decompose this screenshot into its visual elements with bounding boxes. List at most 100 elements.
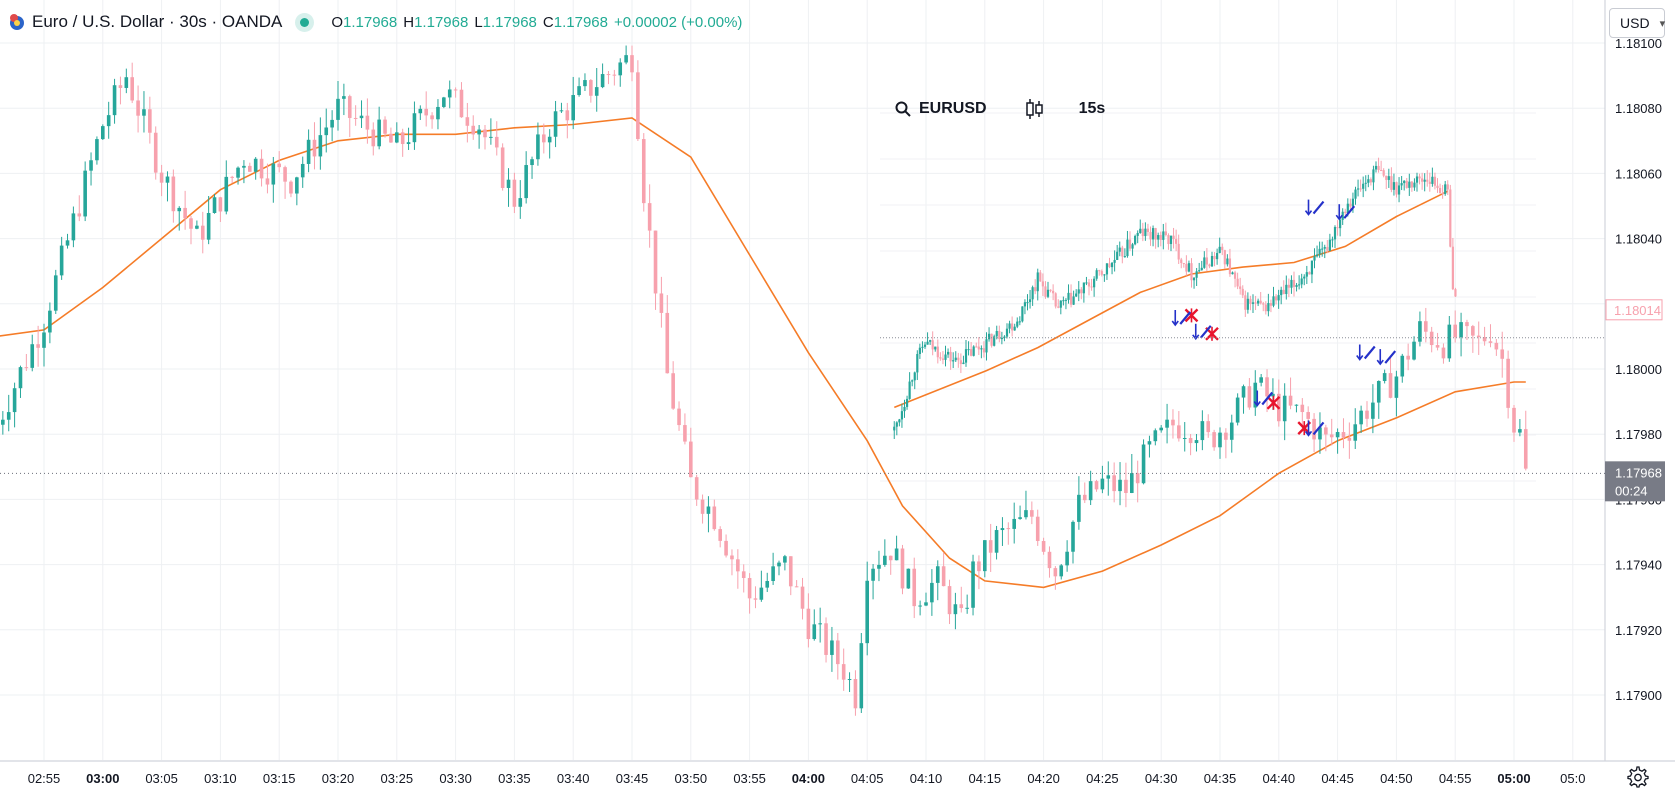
inset-candle: [1221, 243, 1224, 256]
inset-candle: [1408, 173, 1411, 196]
inset-candle: [1100, 269, 1103, 277]
main-candle: [101, 124, 105, 141]
inset-candle: [895, 421, 898, 436]
main-candle: [95, 136, 99, 165]
main-candle: [1335, 428, 1340, 454]
inset-candle: [1254, 295, 1257, 311]
main-candle: [689, 427, 693, 478]
inset-candle: [1403, 180, 1406, 191]
inset-candle: [1026, 294, 1029, 311]
main-candle: [271, 156, 276, 203]
inset-candle: [1272, 286, 1275, 308]
main-candle: [1159, 425, 1163, 433]
inset-candle: [1144, 222, 1147, 241]
main-candle: [212, 193, 217, 214]
inset-candle: [980, 345, 983, 359]
main-candle: [353, 105, 358, 126]
main-candle: [1253, 370, 1258, 416]
inset-candle: [1446, 180, 1449, 196]
inset-candle: [1159, 231, 1162, 247]
main-candle: [336, 80, 340, 131]
main-candle: [683, 413, 687, 445]
main-candle: [800, 577, 805, 620]
time-tick-label: 03:45: [616, 771, 649, 786]
main-candle: [777, 560, 781, 576]
inset-candle: [1285, 275, 1288, 300]
inset-candle: [975, 342, 978, 348]
main-candle: [265, 163, 270, 194]
inset-candle: [1405, 177, 1408, 189]
search-icon[interactable]: [895, 101, 911, 117]
main-candle: [1212, 429, 1216, 451]
inset-candle: [1059, 300, 1062, 315]
inset-price-badge: [1605, 299, 1663, 321]
main-candle: [1006, 522, 1011, 545]
inset-candle: [1295, 282, 1298, 292]
down-arrow-marker: [1335, 204, 1356, 221]
main-candle: [465, 102, 470, 143]
main-candle: [259, 149, 264, 187]
main-candle: [112, 78, 117, 124]
inset-candle: [1157, 232, 1160, 248]
main-candle: [759, 570, 764, 602]
inset-candle: [936, 339, 939, 364]
inset-candle: [1349, 198, 1352, 211]
main-candle: [736, 549, 740, 589]
main-candle: [600, 63, 605, 89]
x-marker: [1266, 395, 1281, 410]
inset-candle: [1005, 323, 1009, 339]
symbol-title[interactable]: Euro / U.S. Dollar · 30s · OANDA: [32, 12, 283, 31]
inset-candle: [1067, 284, 1070, 304]
main-candle: [512, 172, 517, 214]
time-tick-label: 03:10: [204, 771, 237, 786]
main-candle: [89, 152, 93, 186]
main-candle: [1135, 460, 1140, 503]
main-candle: [559, 102, 564, 113]
inset-candle: [1182, 262, 1185, 268]
main-candle: [977, 555, 981, 590]
inset-symbol[interactable]: EURUSD: [919, 100, 987, 117]
main-candle: [277, 151, 281, 173]
main-candle: [841, 648, 846, 691]
inset-interval[interactable]: 15s: [1078, 100, 1106, 117]
currency-select[interactable]: USD ▾: [1609, 8, 1665, 38]
candles-icon[interactable]: [1025, 98, 1045, 120]
inset-candle: [1244, 290, 1247, 317]
main-candle: [1288, 377, 1293, 410]
main-candle: [1488, 324, 1493, 348]
gear-icon[interactable]: [1627, 766, 1649, 788]
main-candle: [1459, 312, 1463, 357]
inset-candle: [1113, 250, 1116, 272]
inset-candle: [1180, 257, 1183, 269]
main-candle: [1053, 566, 1058, 590]
high-label: H: [403, 13, 415, 31]
inset-candle: [1354, 186, 1357, 205]
inset-candle: [946, 348, 950, 358]
inset-candle: [1208, 263, 1211, 269]
inset-candle: [1356, 179, 1360, 197]
main-candle: [324, 108, 329, 153]
inset-candle: [1218, 237, 1221, 254]
main-candle: [518, 180, 523, 219]
main-candle: [700, 494, 705, 524]
main-candle: [1082, 482, 1087, 504]
low-value: 1.17968: [482, 13, 537, 31]
main-candle: [183, 190, 187, 230]
inset-candle: [1313, 248, 1316, 269]
main-candle: [1188, 434, 1193, 456]
time-tick-label: 04:50: [1380, 771, 1413, 786]
main-candle: [1306, 406, 1310, 422]
inset-candle: [990, 333, 993, 348]
main-candle: [1041, 537, 1046, 555]
main-candle: [747, 573, 752, 614]
main-candle: [653, 230, 658, 310]
main-candle: [236, 166, 240, 185]
time-tick-label: 04:45: [1321, 771, 1354, 786]
main-candle: [706, 496, 711, 533]
time-tick-label: 03:50: [675, 771, 708, 786]
main-candle: [442, 96, 446, 109]
inset-candle: [1246, 292, 1249, 314]
inset-candle: [1257, 298, 1260, 307]
inset-candle: [967, 341, 970, 356]
